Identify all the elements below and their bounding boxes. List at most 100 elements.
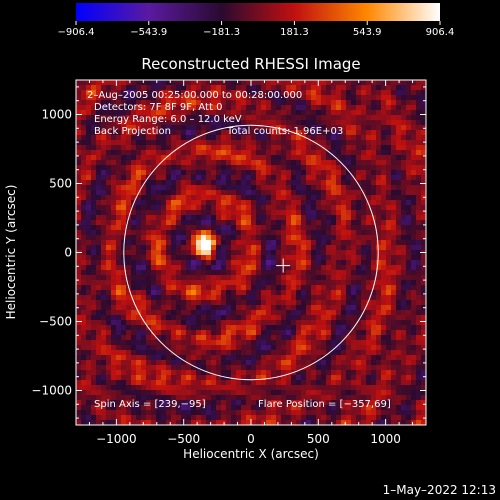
heatmap-cell [86,420,92,425]
heatmap-cell [226,300,232,306]
heatmap-cell [186,255,192,261]
heatmap-cell [321,395,327,401]
heatmap-cell [141,210,147,216]
heatmap-cell [326,115,332,121]
heatmap-cell [151,380,157,386]
heatmap-cell [326,205,332,211]
heatmap-cell [266,95,272,101]
heatmap-cell [331,295,337,301]
heatmap-cell [221,325,227,331]
heatmap-cell [416,270,422,276]
heatmap-cell [201,220,207,226]
heatmap-cell [111,275,117,281]
heatmap-cell [381,365,387,371]
heatmap-cell [176,315,182,321]
heatmap-cell [281,125,287,131]
heatmap-cell [266,100,272,106]
heatmap-cell [376,110,382,116]
heatmap-cell [216,90,222,96]
heatmap-cell [416,105,422,111]
heatmap-cell [121,195,127,201]
heatmap-cell [406,85,412,91]
heatmap-cell [331,255,337,261]
heatmap-cell [291,195,297,201]
heatmap-cell [166,375,172,381]
heatmap-cell [381,395,387,401]
heatmap-cell [231,190,237,196]
heatmap-cell [296,330,302,336]
heatmap-cell [266,170,272,176]
heatmap-cell [131,330,137,336]
heatmap-cell [226,235,232,241]
heatmap-cell [331,225,337,231]
heatmap-cell [241,285,247,291]
heatmap-cell [276,365,282,371]
heatmap-cell [156,305,162,311]
heatmap-cell [351,140,357,146]
heatmap-cell [281,325,287,331]
heatmap-cell [136,200,142,206]
heatmap-cell [171,175,177,181]
heatmap-cell [381,90,387,96]
heatmap-cell [156,120,162,126]
heatmap-cell [326,315,332,321]
heatmap-cell [111,330,117,336]
heatmap-cell [86,110,92,116]
heatmap-cell [416,335,422,341]
heatmap-cell [141,355,147,361]
heatmap-cell [136,265,142,271]
heatmap-cell [226,400,232,406]
heatmap-cell [341,180,347,186]
heatmap-cell [161,95,167,101]
heatmap-cell [221,125,227,131]
heatmap-cell [411,245,417,251]
heatmap-cell [381,290,387,296]
heatmap-cell [211,215,217,221]
heatmap-cell [201,370,207,376]
heatmap-cell [106,395,112,401]
heatmap-cell [211,165,217,171]
heatmap-cell [376,185,382,191]
heatmap-cell [261,365,267,371]
heatmap-cell [191,120,197,126]
heatmap-cell [101,390,107,396]
heatmap-cell [191,175,197,181]
heatmap-cell [331,270,337,276]
heatmap-cell [276,150,282,156]
heatmap-cell [171,170,177,176]
heatmap-cell [131,310,137,316]
heatmap-cell [386,345,392,351]
heatmap-cell [336,105,342,111]
heatmap-cell [306,340,312,346]
heatmap-cell [191,145,197,151]
heatmap-cell [266,365,272,371]
heatmap-cell [156,135,162,141]
heatmap-cell [246,260,252,266]
heatmap-cell [301,135,307,141]
heatmap-cell [261,240,267,246]
heatmap-cell [236,140,242,146]
heatmap-cell [76,175,82,181]
heatmap-cell [341,220,347,226]
heatmap-cell [181,210,187,216]
heatmap-cell [416,320,422,326]
heatmap-cell [321,150,327,156]
heatmap-cell [326,350,332,356]
heatmap-cell [171,335,177,341]
heatmap-cell [306,310,312,316]
heatmap-cell [131,245,137,251]
heatmap-cell [231,410,237,416]
heatmap-cell [91,100,97,106]
heatmap-cell [116,85,122,91]
heatmap-cell [336,265,342,271]
heatmap-cell [391,305,397,311]
heatmap-cell [156,360,162,366]
heatmap-cell [381,120,387,126]
heatmap-cell [136,415,142,421]
heatmap-cell [126,355,132,361]
heatmap-cell [381,255,387,261]
heatmap-cell [106,295,112,301]
heatmap-cell [281,340,287,346]
heatmap-cell [246,315,252,321]
heatmap-cell [216,115,222,121]
